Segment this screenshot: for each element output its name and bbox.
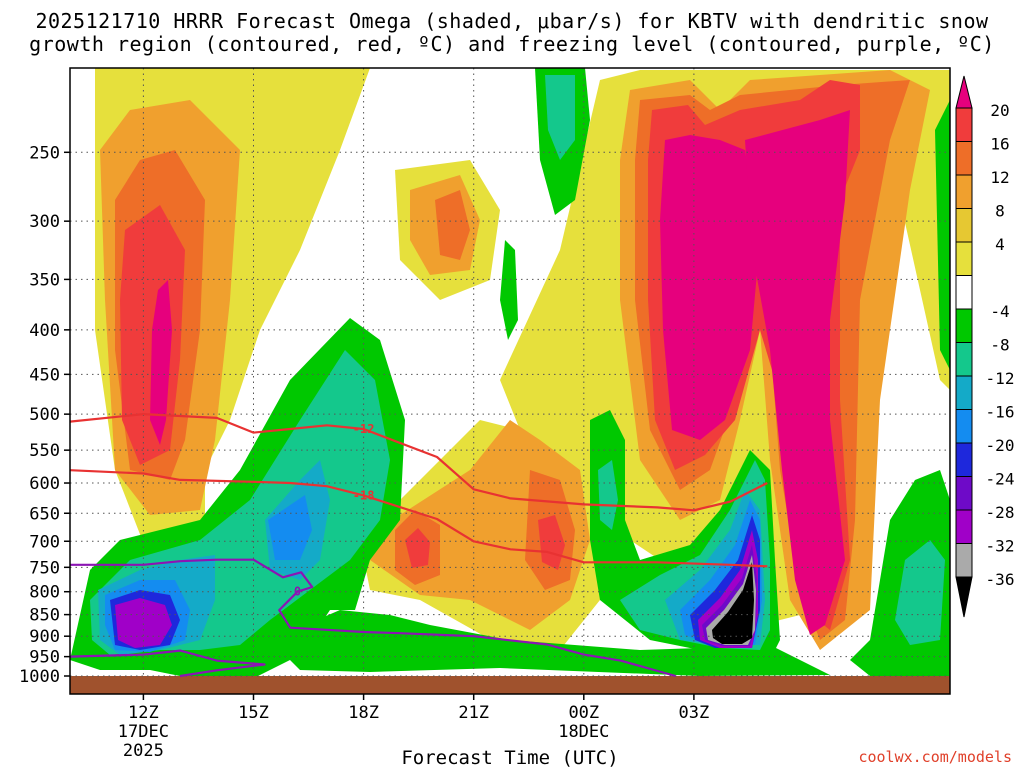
colorbar-segment	[955, 141, 973, 176]
orange-mid-cell	[435, 190, 470, 260]
y-tick-label: 750	[29, 558, 60, 578]
colorbar-segment	[955, 509, 973, 544]
colorbar-segment	[955, 442, 973, 477]
contour-label: -12	[353, 422, 375, 436]
x-tick-date: 18DEC	[558, 722, 609, 742]
y-tick-label: 950	[29, 648, 60, 668]
temperature-contours: -12 -18 0	[70, 413, 768, 678]
colorbar-segment	[955, 174, 973, 209]
dgz-top-minus12C	[70, 413, 768, 512]
dgz-bottom-minus18C	[70, 469, 768, 568]
x-tick-label: 15Z	[238, 703, 269, 723]
chart-title-line1: 2025121710 HRRR Forecast Omega (shaded, …	[35, 9, 989, 33]
green-mid-strip	[500, 240, 518, 340]
y-tick-label: 250	[29, 143, 60, 163]
teal-top	[545, 75, 575, 160]
colorbar-bottom-arrow	[955, 576, 973, 618]
y-tick-label: 800	[29, 583, 60, 603]
colorbar-label: -4	[990, 302, 1009, 321]
freezing-level-0C-low	[70, 649, 266, 678]
x-tick-label: 03Z	[679, 703, 710, 723]
green-right-edge	[935, 100, 950, 370]
blue-left-mid	[268, 495, 312, 560]
colorbar-label: -20	[986, 436, 1015, 455]
y-tick-label: 500	[29, 405, 60, 425]
dotted-grid	[70, 68, 950, 677]
y-tick-label: 350	[29, 270, 60, 290]
contour-label: -18	[353, 488, 375, 502]
colorbar-segment	[955, 342, 973, 377]
magenta-center-left-lobe	[660, 135, 760, 440]
y-tick-label: 850	[29, 606, 60, 626]
colorbar-label: -36	[986, 570, 1015, 589]
y-tick-label: 300	[29, 212, 60, 232]
red-cell-lower-b	[538, 515, 565, 570]
y-tick-label: 400	[29, 321, 60, 341]
colorbar-segment	[955, 543, 973, 578]
chart-title-line2: growth region (contoured, red, ºC) and f…	[29, 32, 995, 56]
colorbar-label: -16	[986, 403, 1015, 422]
colorbar-segment	[955, 308, 973, 343]
colorbar-segment	[955, 409, 973, 444]
x-axis-label: Forecast Time (UTC)	[401, 747, 618, 768]
contour-label: 0	[294, 585, 301, 599]
y-tick-label: 600	[29, 474, 60, 494]
colorbar-segment	[955, 375, 973, 410]
colorbar-label: 16	[990, 135, 1009, 154]
colorbar-top-arrow	[955, 75, 973, 109]
teal-center-strip	[598, 460, 618, 530]
colorbar-segment	[955, 476, 973, 511]
x-tick-label: 21Z	[458, 703, 489, 723]
magenta-left-core	[150, 280, 172, 445]
colorbar-label: 20	[990, 101, 1009, 120]
colorbar-label: -12	[986, 369, 1015, 388]
black-core	[712, 562, 754, 644]
y-tick-label: 700	[29, 532, 60, 552]
colorbar-label: -32	[986, 537, 1015, 556]
colorbar-segment	[955, 208, 973, 243]
red-cell-lower-a	[405, 528, 430, 568]
y-tick-label: 650	[29, 504, 60, 524]
colorbar-label: 12	[990, 168, 1009, 187]
y-tick-label: 450	[29, 365, 60, 385]
x-tick-year: 2025	[123, 741, 164, 761]
x-tick-label: 12Z	[128, 703, 159, 723]
axes: 2503003504004505005506006507007508008509…	[19, 143, 709, 761]
colorbar-label: 4	[995, 235, 1005, 254]
colorbar-label: -24	[986, 470, 1015, 489]
colorbar-label: -8	[990, 336, 1009, 355]
surface-ground	[70, 676, 950, 694]
x-tick-label: 18Z	[348, 703, 379, 723]
colorbar-label: 8	[995, 202, 1005, 221]
colorbar-segment	[955, 107, 973, 142]
watermark: coolwx.com/models	[858, 748, 1012, 766]
x-tick-label: 00Z	[568, 703, 599, 723]
colorbar-label: -28	[986, 503, 1015, 522]
y-tick-label: 1000	[19, 667, 60, 687]
green-lower-strip	[270, 610, 830, 676]
purple-left	[115, 598, 172, 648]
colorbar: 20 16 12 8 4 -4 -8 -12 -16 -20 -24 -28 -32 -36	[955, 75, 1015, 618]
magenta-center-right-column	[745, 110, 850, 635]
y-tick-label: 550	[29, 441, 60, 461]
colorbar-segment	[955, 241, 973, 276]
freezing-level-0C	[70, 558, 676, 678]
plot-frame	[69, 67, 951, 695]
y-tick-label: 900	[29, 627, 60, 647]
colorbar-segment	[955, 275, 973, 310]
teal-right-low	[895, 540, 945, 645]
x-tick-date: 17DEC	[118, 722, 169, 742]
